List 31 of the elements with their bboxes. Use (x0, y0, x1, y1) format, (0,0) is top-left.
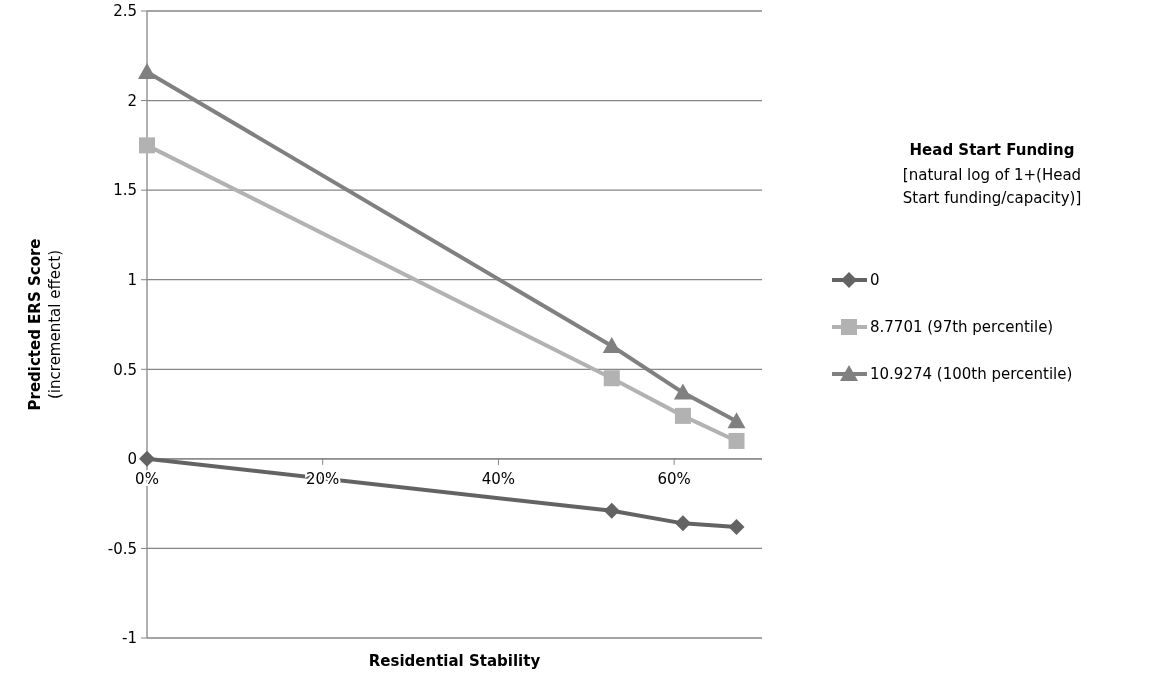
x-tick-label: 0% (135, 469, 159, 488)
point (138, 62, 156, 79)
point (673, 383, 692, 400)
text: [natural log of 1+(Head Start funding/capacity)] (902, 166, 1082, 207)
y-tick-label: 2.5 (113, 2, 137, 21)
y-tick-label: -0.5 (107, 539, 137, 558)
point (727, 412, 746, 429)
y-tick-label: -1 (122, 629, 137, 648)
point (728, 432, 745, 449)
y-tick-label: 0 (127, 450, 137, 469)
y-tick-label: 1 (127, 270, 137, 289)
legend-title: Head Start Funding (909, 141, 1075, 159)
point (603, 370, 620, 387)
point (602, 337, 621, 353)
y-tick-label: 1.5 (113, 181, 137, 200)
point (139, 137, 155, 154)
point (139, 450, 155, 467)
x-tick-label: 40% (481, 469, 516, 488)
legend-label: 8.7701 (97th percentile) (870, 318, 1054, 337)
y-axis-title: Predicted ERS Score (incremental effect) (26, 238, 64, 411)
x-axis-title: Residential Stability (368, 652, 541, 670)
y-tick-label: 0.5 (113, 360, 137, 379)
x-tick-label: 20% (306, 469, 340, 488)
point (728, 518, 745, 535)
x-tick-label: 60% (657, 469, 691, 488)
legend-label: 0 (870, 271, 880, 290)
legend-label: 10.9274 (100th percentile) (870, 365, 1073, 384)
y-tick-label: 2 (127, 91, 137, 110)
point (674, 515, 691, 532)
point (674, 407, 691, 424)
point (603, 502, 620, 519)
